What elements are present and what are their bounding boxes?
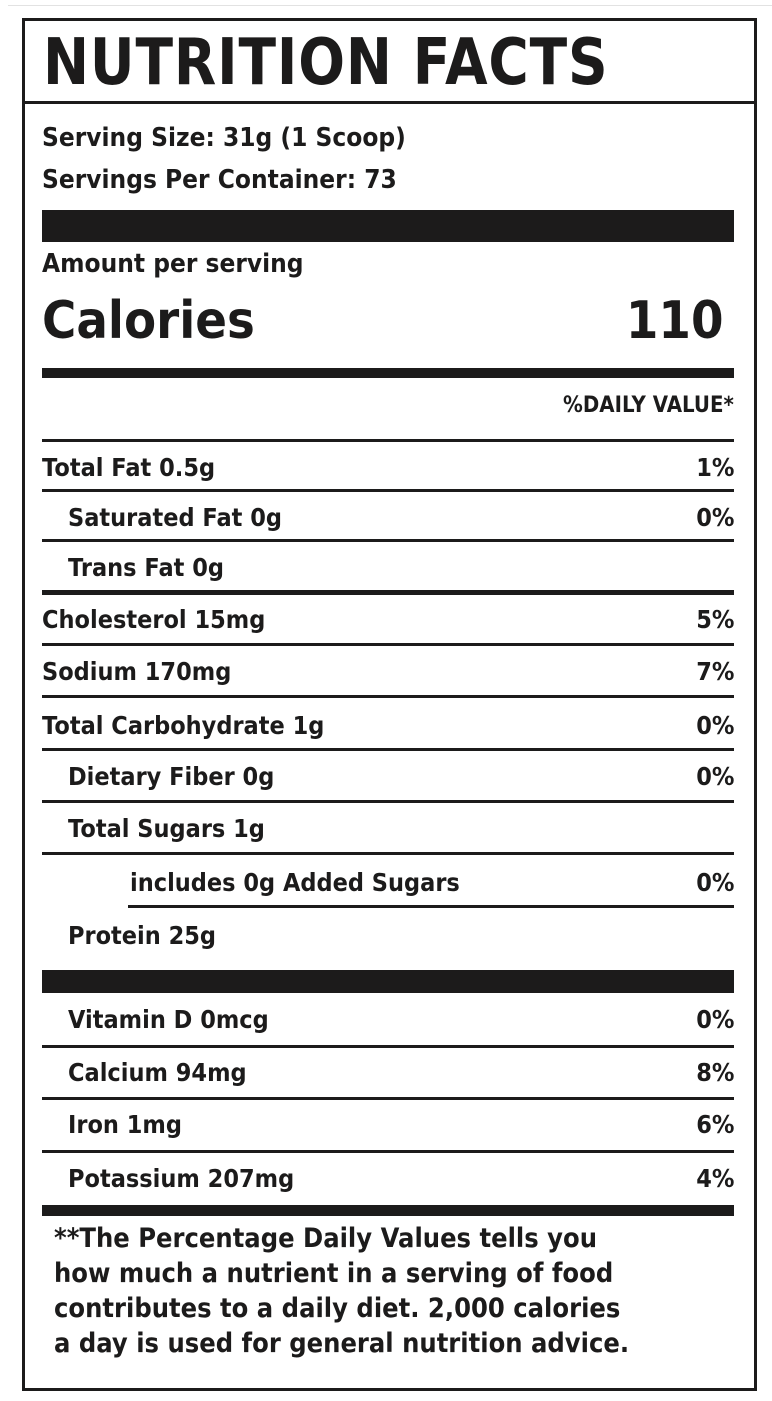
footnote-line: how much a nutrient in a serving of food xyxy=(54,1258,614,1289)
nutrient-row-total-fat: Total Fat 0.5g 1% xyxy=(42,453,734,482)
divider xyxy=(42,489,734,492)
amount-per-serving: Amount per serving xyxy=(42,249,304,279)
nutrient-row-total-carbohydrate: Total Carbohydrate 1g 0% xyxy=(42,711,734,740)
vitamin-row-vitamin-d: Vitamin D 0mcg 0% xyxy=(68,1005,734,1034)
divider xyxy=(42,539,734,542)
vitamin-row-calcium: Calcium 94mg 8% xyxy=(68,1058,734,1087)
divider xyxy=(42,695,734,698)
nutrient-row-added-sugars: includes 0g Added Sugars 0% xyxy=(130,868,734,897)
thick-divider-vitamins xyxy=(42,970,734,993)
thick-divider-calories xyxy=(42,368,734,378)
calories-row: Calories 110 xyxy=(42,291,734,351)
daily-value-header: %DAILY VALUE* xyxy=(563,393,734,418)
nutrient-row-sodium: Sodium 170mg 7% xyxy=(42,657,734,686)
vitamin-row-iron: Iron 1mg 6% xyxy=(68,1110,734,1139)
calories-value: 110 xyxy=(626,291,724,351)
top-divider xyxy=(8,5,772,6)
footnote-line: contributes to a daily diet. 2,000 calor… xyxy=(54,1293,621,1324)
divider xyxy=(42,1045,734,1048)
nutrient-row-dietary-fiber: Dietary Fiber 0g 0% xyxy=(68,762,734,791)
serving-size: Serving Size: 31g (1 Scoop) xyxy=(42,123,406,153)
vitamin-row-potassium: Potassium 207mg 4% xyxy=(68,1164,734,1193)
divider xyxy=(42,1097,734,1100)
nutrient-row-trans-fat: Trans Fat 0g xyxy=(68,553,224,582)
divider xyxy=(42,852,734,855)
title-box: NUTRITION FACTS xyxy=(25,21,754,104)
footnote-line: **The Percentage Daily Values tells you xyxy=(54,1223,597,1254)
nutrient-row-protein: Protein 25g xyxy=(68,921,217,950)
footnote-line: a day is used for general nutrition advi… xyxy=(54,1328,630,1359)
nutrient-row-saturated-fat: Saturated Fat 0g 0% xyxy=(68,503,734,532)
divider xyxy=(42,439,734,442)
nutrient-row-cholesterol: Cholesterol 15mg 5% xyxy=(42,605,734,634)
footnote: **The Percentage Daily Values tells you … xyxy=(54,1221,684,1361)
servings-per-container: Servings Per Container: 73 xyxy=(42,165,397,195)
divider xyxy=(42,643,734,646)
calories-label: Calories xyxy=(42,291,255,351)
nutrient-row-total-sugars: Total Sugars 1g xyxy=(68,814,265,843)
divider xyxy=(42,800,734,803)
thick-divider-top xyxy=(42,210,734,242)
label-title: NUTRITION FACTS xyxy=(43,26,609,100)
thick-divider-bottom xyxy=(42,1205,734,1216)
divider-added-sugars xyxy=(128,905,734,908)
divider xyxy=(42,1150,734,1153)
divider xyxy=(42,748,734,751)
divider xyxy=(42,590,734,595)
nutrition-facts-label: NUTRITION FACTS Serving Size: 31g (1 Sco… xyxy=(22,18,757,1391)
